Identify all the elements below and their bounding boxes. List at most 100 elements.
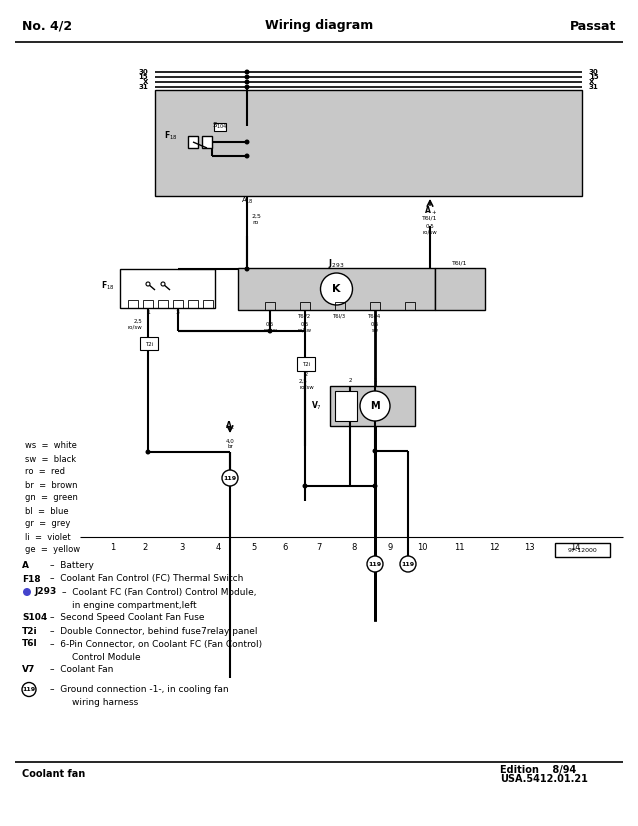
Text: –  6-Pin Connector, on Coolant FC (Fan Control): – 6-Pin Connector, on Coolant FC (Fan Co… <box>50 639 262 648</box>
Text: F$_{18}$: F$_{18}$ <box>101 280 115 292</box>
Text: 0,5: 0,5 <box>426 224 434 229</box>
Text: –  Second Speed Coolant Fan Fuse: – Second Speed Coolant Fan Fuse <box>50 614 205 623</box>
Text: F$_{18}$: F$_{18}$ <box>165 130 178 142</box>
Bar <box>214 123 226 131</box>
Text: in engine compartment,left: in engine compartment,left <box>72 601 197 610</box>
Text: –  Coolant FC (Fan Control) Control Module,: – Coolant FC (Fan Control) Control Modul… <box>62 587 256 596</box>
Text: F18: F18 <box>22 575 41 583</box>
Text: ro/sw: ro/sw <box>263 327 277 333</box>
Text: ge  =  yellow: ge = yellow <box>25 545 80 554</box>
Text: Control Module: Control Module <box>72 653 140 662</box>
Text: ro/sw: ro/sw <box>127 325 142 330</box>
Circle shape <box>302 483 308 488</box>
Circle shape <box>23 588 31 596</box>
Text: 8: 8 <box>352 543 357 552</box>
Bar <box>202 136 212 148</box>
Circle shape <box>244 84 249 89</box>
Bar <box>335 302 345 310</box>
Text: 97-12000: 97-12000 <box>567 548 597 553</box>
Text: A$_+$: A$_+$ <box>424 205 436 217</box>
Text: 6: 6 <box>282 543 288 552</box>
Text: 4: 4 <box>216 543 221 552</box>
Text: 4,0: 4,0 <box>226 439 234 444</box>
Bar <box>203 300 213 308</box>
Text: 7: 7 <box>316 543 322 552</box>
Text: 3: 3 <box>176 310 180 315</box>
Circle shape <box>267 329 272 334</box>
Text: 10: 10 <box>417 543 427 552</box>
Text: T6l: T6l <box>22 639 38 648</box>
Bar <box>300 302 310 310</box>
Text: S$_{104}$: S$_{104}$ <box>212 121 228 131</box>
Bar <box>143 300 153 308</box>
Text: 2,5: 2,5 <box>252 213 262 219</box>
Bar <box>188 300 198 308</box>
Text: 12: 12 <box>489 543 500 552</box>
Text: A: A <box>22 562 29 571</box>
Text: K: K <box>332 284 341 294</box>
Text: –  Coolant Fan: – Coolant Fan <box>50 666 114 675</box>
Circle shape <box>244 140 249 145</box>
Bar <box>330 386 415 426</box>
Text: ro  =  red: ro = red <box>25 468 65 477</box>
Text: br  =  brown: br = brown <box>25 481 77 490</box>
Text: J$_{293}$: J$_{293}$ <box>329 257 345 269</box>
Bar <box>297 357 315 371</box>
Text: 3: 3 <box>373 430 377 434</box>
Text: V$_7$: V$_7$ <box>311 400 322 412</box>
Text: 2,5: 2,5 <box>133 319 142 324</box>
Text: ro/sw: ro/sw <box>299 384 314 390</box>
Circle shape <box>244 79 249 84</box>
Text: 1: 1 <box>110 543 115 552</box>
Text: 5: 5 <box>251 543 256 552</box>
Text: T2i: T2i <box>302 362 310 367</box>
Text: V7: V7 <box>22 666 35 675</box>
Text: 2,5: 2,5 <box>299 378 308 383</box>
Text: T2i: T2i <box>145 341 153 346</box>
Text: T6l/3: T6l/3 <box>334 314 346 319</box>
Text: 31: 31 <box>138 84 148 90</box>
Text: Edition    8/94: Edition 8/94 <box>500 765 576 775</box>
Bar <box>265 302 275 310</box>
Text: 9: 9 <box>387 543 392 552</box>
Circle shape <box>400 556 416 572</box>
Bar <box>158 300 168 308</box>
Text: sw: sw <box>371 327 378 333</box>
Text: 11: 11 <box>454 543 464 552</box>
Text: Coolant fan: Coolant fan <box>22 769 85 779</box>
Circle shape <box>373 483 378 488</box>
Circle shape <box>373 449 378 453</box>
Text: 30: 30 <box>138 69 148 75</box>
Text: –  Battery: – Battery <box>50 562 94 571</box>
Text: M: M <box>370 401 380 411</box>
Text: 119: 119 <box>223 476 237 481</box>
Text: 2: 2 <box>304 373 308 377</box>
Text: ws  =  white: ws = white <box>25 442 77 450</box>
Circle shape <box>222 470 238 486</box>
Text: gr  =  grey: gr = grey <box>25 520 70 529</box>
Text: wiring harness: wiring harness <box>72 698 138 707</box>
Text: T2i: T2i <box>22 626 38 635</box>
Text: sw  =  black: sw = black <box>25 454 76 463</box>
Circle shape <box>360 391 390 421</box>
Circle shape <box>161 282 165 286</box>
Text: No. 4/2: No. 4/2 <box>22 20 72 32</box>
Text: A$_L$: A$_L$ <box>225 420 235 432</box>
Bar <box>140 337 158 350</box>
Text: 119: 119 <box>22 687 36 692</box>
Text: 119: 119 <box>401 562 415 567</box>
Text: –  Coolant Fan Control (FC) Thermal Switch: – Coolant Fan Control (FC) Thermal Switc… <box>50 575 243 583</box>
Text: 1: 1 <box>373 378 377 383</box>
Bar <box>238 268 435 310</box>
Circle shape <box>244 267 249 272</box>
Bar <box>370 302 380 310</box>
Text: 0,5: 0,5 <box>300 321 309 326</box>
Bar <box>555 543 610 557</box>
Circle shape <box>244 74 249 79</box>
Bar <box>188 136 198 148</box>
Text: A$_{18}$: A$_{18}$ <box>241 196 253 206</box>
Text: 1: 1 <box>146 310 150 315</box>
Text: br: br <box>227 444 233 449</box>
Text: S104: S104 <box>22 614 47 623</box>
Text: bl  =  blue: bl = blue <box>25 506 69 515</box>
